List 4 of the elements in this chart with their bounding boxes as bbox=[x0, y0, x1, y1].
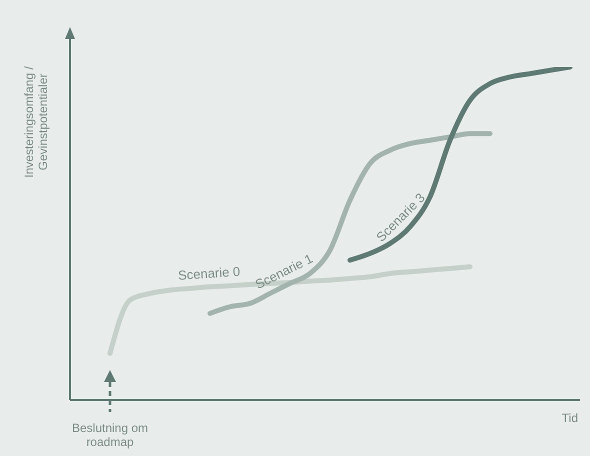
text: Beslutning om roadmap bbox=[72, 421, 148, 449]
x-axis-title: Tid bbox=[562, 411, 578, 425]
y-axis-title: Investeringsomfang / Gevinstpotentialer bbox=[22, 66, 50, 178]
series-label: Scenarie 0 bbox=[178, 264, 241, 283]
